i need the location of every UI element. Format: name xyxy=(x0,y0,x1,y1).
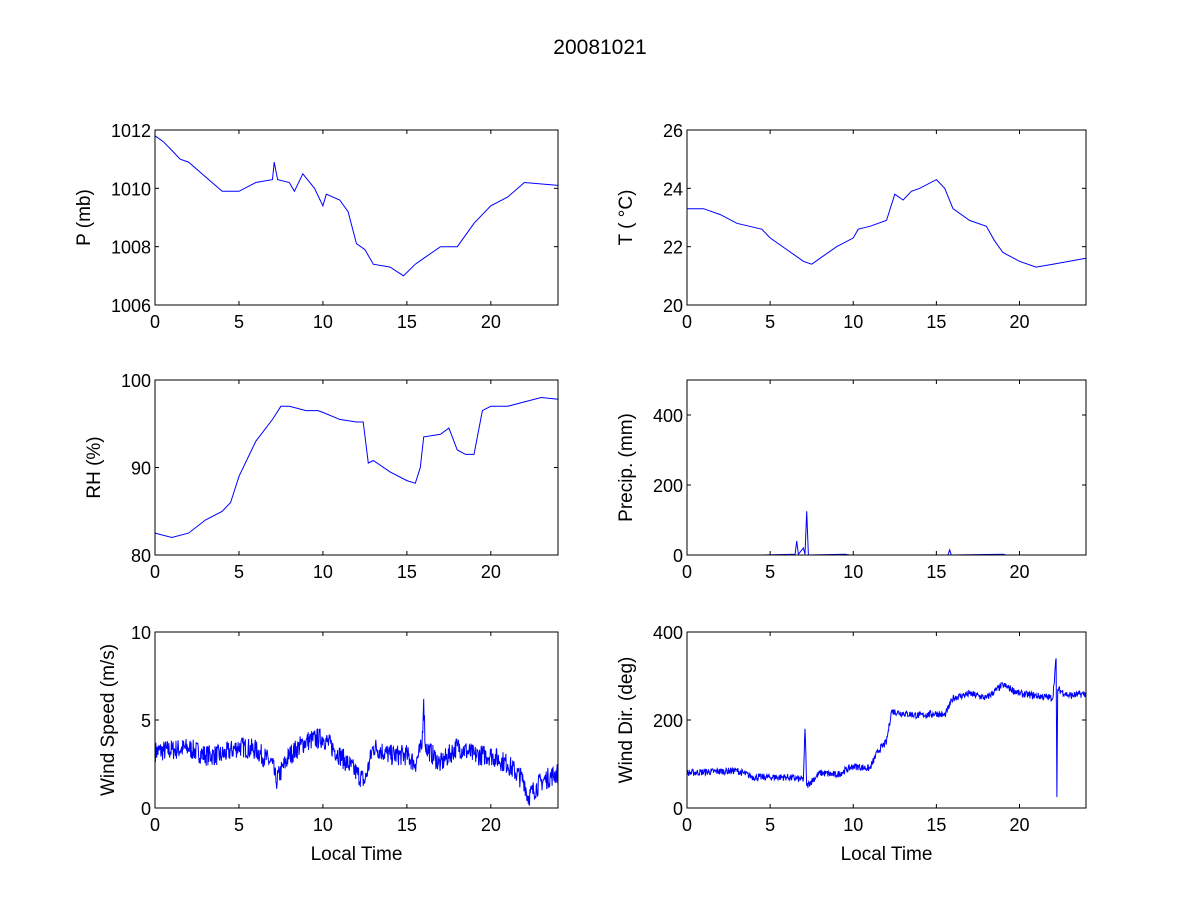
x-tick-label: 0 xyxy=(682,312,692,332)
axes-box xyxy=(154,129,559,306)
y-tick-label: 22 xyxy=(663,238,683,258)
y-tick-label: 5 xyxy=(141,711,151,731)
chart-title: 20081021 xyxy=(553,36,646,59)
x-tick-label: 20 xyxy=(481,562,501,582)
x-tick-label: 15 xyxy=(397,562,417,582)
subplot-4: 0 5 10 15 20 0 5 10 Wind Speed (m/s) Local Time xyxy=(98,623,559,865)
x-tick-label: 10 xyxy=(313,815,333,835)
y-tick-label: 1012 xyxy=(111,121,151,141)
x-tick-label: 20 xyxy=(1009,562,1029,582)
y-tick-label: 200 xyxy=(653,476,683,496)
x-tick-label: 15 xyxy=(926,815,946,835)
x-tick-label: 0 xyxy=(682,562,692,582)
y-axis-label: T ( °C) xyxy=(616,190,637,246)
x-tick-label: 5 xyxy=(765,312,775,332)
y-tick-label: 1008 xyxy=(111,238,151,258)
y-tick-label: 400 xyxy=(653,623,683,643)
x-axis-label: Local Time xyxy=(841,844,933,865)
y-tick-label: 1006 xyxy=(111,296,151,316)
x-tick-label: 10 xyxy=(313,312,333,332)
y-tick-label: 10 xyxy=(131,623,151,643)
series-line-5 xyxy=(686,658,1087,798)
x-tick-label: 10 xyxy=(843,815,863,835)
y-axis-label: Wind Dir. (deg) xyxy=(616,657,637,784)
y-tick-label: 100 xyxy=(121,371,151,391)
y-axis-label: RH (%) xyxy=(84,436,105,498)
x-tick-label: 15 xyxy=(926,312,946,332)
x-tick-label: 15 xyxy=(926,562,946,582)
y-axis-label: Wind Speed (m/s) xyxy=(98,644,119,796)
x-tick-label: 5 xyxy=(234,815,244,835)
x-tick-label: 5 xyxy=(234,312,244,332)
x-axis-label: Local Time xyxy=(311,844,403,865)
x-tick-label: 0 xyxy=(150,815,160,835)
x-tick-label: 0 xyxy=(150,312,160,332)
x-tick-label: 10 xyxy=(843,562,863,582)
subplot-1: 0 5 10 15 20 20 22 24 26 T ( °C) xyxy=(616,121,1087,332)
y-axis-label: P (mb) xyxy=(74,189,95,246)
y-axis-label: Precip. (mm) xyxy=(616,413,637,522)
y-tick-label: 0 xyxy=(141,799,151,819)
y-tick-label: 400 xyxy=(653,406,683,426)
series-line-1 xyxy=(687,178,1087,268)
y-tick-label: 80 xyxy=(131,546,151,566)
series-line-0 xyxy=(154,135,559,277)
x-tick-label: 15 xyxy=(397,815,417,835)
y-tick-label: 200 xyxy=(653,711,683,731)
x-tick-label: 5 xyxy=(765,815,775,835)
y-tick-label: 24 xyxy=(663,179,683,199)
x-tick-label: 5 xyxy=(765,562,775,582)
x-tick-label: 10 xyxy=(313,562,333,582)
axes-box xyxy=(686,129,1087,306)
y-tick-label: 1010 xyxy=(111,179,151,199)
subplot-0: 0 5 10 15 20 1006 1008 1010 1012 P (mb) xyxy=(74,121,559,332)
series-line-4 xyxy=(154,698,559,806)
x-tick-label: 15 xyxy=(397,312,417,332)
y-tick-label: 20 xyxy=(663,296,683,316)
x-tick-label: 10 xyxy=(843,312,863,332)
x-tick-label: 5 xyxy=(234,562,244,582)
x-tick-label: 20 xyxy=(1009,312,1029,332)
x-tick-label: 20 xyxy=(481,815,501,835)
x-tick-label: 20 xyxy=(481,312,501,332)
x-tick-label: 0 xyxy=(150,562,160,582)
y-tick-label: 0 xyxy=(673,799,683,819)
subplot-2: 0 5 10 15 20 80 90 100 RH (%) xyxy=(84,371,559,582)
y-tick-label: 0 xyxy=(673,546,683,566)
x-tick-label: 0 xyxy=(682,815,692,835)
x-tick-label: 20 xyxy=(1009,815,1029,835)
y-tick-label: 26 xyxy=(663,121,683,141)
axes-box xyxy=(686,379,1087,556)
series-line-2 xyxy=(154,396,559,539)
y-tick-label: 90 xyxy=(131,459,151,479)
